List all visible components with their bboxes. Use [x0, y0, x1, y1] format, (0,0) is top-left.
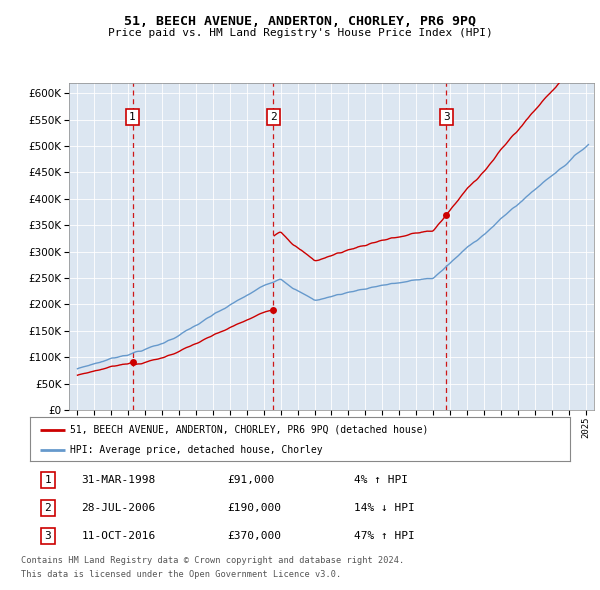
- Text: £370,000: £370,000: [227, 531, 281, 541]
- Text: £91,000: £91,000: [227, 475, 274, 485]
- Text: 47% ↑ HPI: 47% ↑ HPI: [354, 531, 415, 541]
- Text: 1: 1: [44, 475, 51, 485]
- Text: 2: 2: [270, 112, 277, 122]
- Text: 1: 1: [129, 112, 136, 122]
- Text: 51, BEECH AVENUE, ANDERTON, CHORLEY, PR6 9PQ: 51, BEECH AVENUE, ANDERTON, CHORLEY, PR6…: [124, 15, 476, 28]
- Text: 14% ↓ HPI: 14% ↓ HPI: [354, 503, 415, 513]
- Text: 51, BEECH AVENUE, ANDERTON, CHORLEY, PR6 9PQ (detached house): 51, BEECH AVENUE, ANDERTON, CHORLEY, PR6…: [71, 425, 429, 434]
- Text: 31-MAR-1998: 31-MAR-1998: [82, 475, 155, 485]
- Text: HPI: Average price, detached house, Chorley: HPI: Average price, detached house, Chor…: [71, 445, 323, 455]
- Text: £190,000: £190,000: [227, 503, 281, 513]
- Text: Contains HM Land Registry data © Crown copyright and database right 2024.: Contains HM Land Registry data © Crown c…: [21, 556, 404, 565]
- Text: 4% ↑ HPI: 4% ↑ HPI: [354, 475, 408, 485]
- Text: Price paid vs. HM Land Registry's House Price Index (HPI): Price paid vs. HM Land Registry's House …: [107, 28, 493, 38]
- Text: 2: 2: [44, 503, 51, 513]
- Text: 3: 3: [44, 531, 51, 541]
- Text: This data is licensed under the Open Government Licence v3.0.: This data is licensed under the Open Gov…: [21, 570, 341, 579]
- Text: 3: 3: [443, 112, 449, 122]
- Text: 11-OCT-2016: 11-OCT-2016: [82, 531, 155, 541]
- Text: 28-JUL-2006: 28-JUL-2006: [82, 503, 155, 513]
